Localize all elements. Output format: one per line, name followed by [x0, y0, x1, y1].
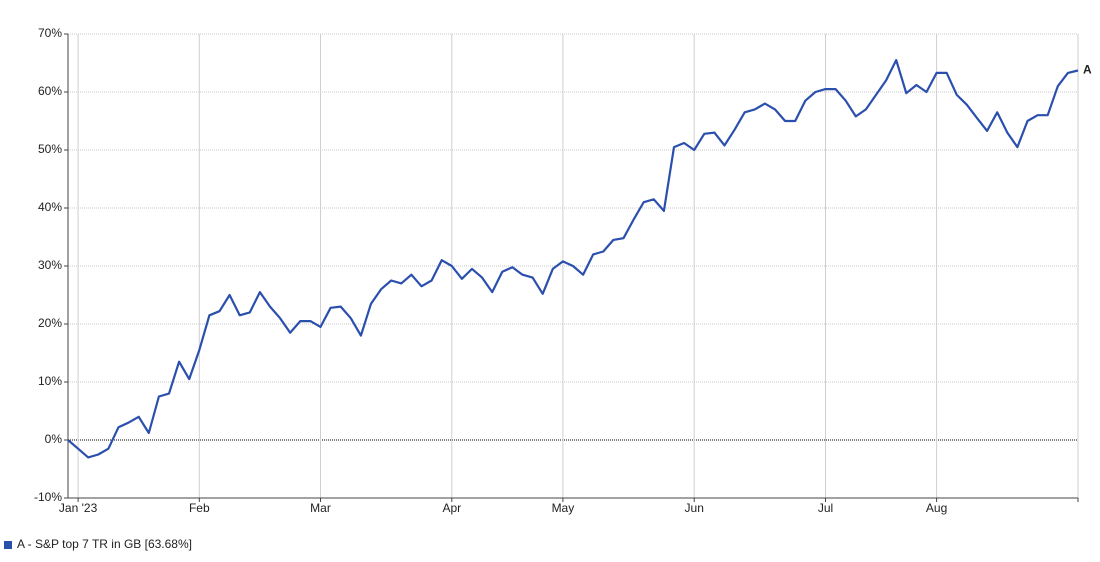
y-tick-label: 40% — [38, 200, 62, 214]
y-tick-label: -10% — [34, 490, 62, 504]
legend-label: A - S&P top 7 TR in GB [63.68%] — [17, 537, 192, 551]
y-tick-label: 70% — [38, 26, 62, 40]
x-tick-label: Jan '23 — [59, 501, 98, 515]
series-line — [67, 59, 1079, 459]
y-tick-label: 60% — [38, 84, 62, 98]
x-tick-label: Jun — [685, 501, 704, 515]
x-tick-label: Apr — [442, 501, 461, 515]
y-tick-label: 0% — [45, 432, 63, 446]
legend-swatch — [4, 541, 12, 549]
y-tick-label: 10% — [38, 374, 62, 388]
x-tick-label: May — [552, 501, 575, 515]
y-tick-label: 30% — [38, 258, 62, 272]
x-tick-label: Feb — [189, 501, 210, 515]
x-tick-label: Aug — [926, 501, 947, 515]
y-tick-label: 20% — [38, 316, 62, 330]
x-tick-label: Jul — [818, 501, 833, 515]
end-label: A — [1083, 63, 1092, 77]
x-tick-label: Mar — [310, 501, 331, 515]
y-tick-label: 50% — [38, 142, 62, 156]
